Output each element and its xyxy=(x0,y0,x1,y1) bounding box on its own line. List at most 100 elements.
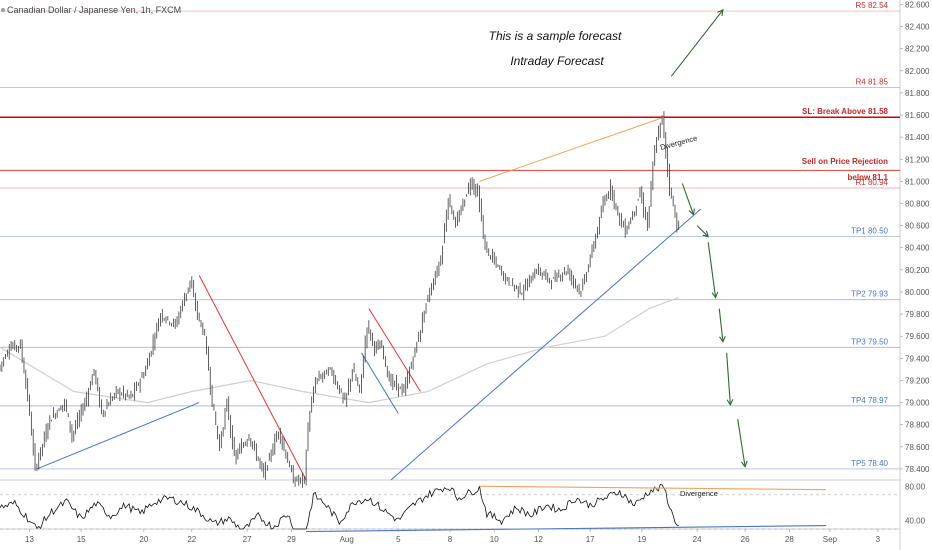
level-label-tp4: TP4 78.97 xyxy=(851,396,888,405)
price-tick-label: 78.400 xyxy=(905,465,930,474)
price-tick-label: 79.000 xyxy=(905,399,930,408)
forecast-arrow-shaft xyxy=(726,352,731,405)
forecast-arrow-shaft xyxy=(696,225,709,238)
price-tick-label: 81.200 xyxy=(905,155,930,164)
price-tick-label: 82.600 xyxy=(905,0,930,9)
forecast-arrow-1[interactable] xyxy=(681,183,695,216)
forecast-subtitle: Intraday Forecast xyxy=(510,54,604,68)
price-tick-label: 80.800 xyxy=(905,200,930,209)
level-lines xyxy=(0,10,900,470)
price-tick-label: 82.400 xyxy=(905,23,930,32)
price-pane xyxy=(0,0,900,480)
level-label-r1: R1 80.94 xyxy=(856,178,889,187)
time-axis[interactable]: 13 15 20 22 27 29 Aug 5 8 10 12 17 19 24 26 28 Sep 3 xyxy=(25,529,881,544)
time-tick-label: 22 xyxy=(187,535,196,544)
level-label-r5: R5 82.54 xyxy=(856,1,889,10)
forecast-arrows xyxy=(670,9,748,468)
time-tick-label: 15 xyxy=(77,535,86,544)
sell-note-line1: Sell on Price Rejection xyxy=(802,157,888,166)
price-tick-label: 78.600 xyxy=(905,443,930,452)
trendline-down-2[interactable] xyxy=(368,308,421,392)
forecast-title: This is a sample forecast xyxy=(489,29,622,43)
forecast-arrow-head-icon xyxy=(688,208,695,216)
trendline-up-0[interactable] xyxy=(36,402,200,470)
series-dot-icon xyxy=(1,8,5,12)
trendline-up-4[interactable] xyxy=(390,208,702,481)
trendline-divergence-5[interactable] xyxy=(479,116,665,182)
sell-note-line2: below 81.1 xyxy=(848,173,889,182)
price-tick-label: 80.600 xyxy=(905,222,930,231)
forecast-arrow-shaft xyxy=(737,419,746,467)
forecast-arrow-4[interactable] xyxy=(718,308,726,343)
price-tick-label: 82.000 xyxy=(905,67,930,76)
time-tick-label: Aug xyxy=(340,535,354,544)
time-tick-label: 10 xyxy=(490,535,499,544)
time-tick-label: 3 xyxy=(876,535,881,544)
price-tick-label: 80.200 xyxy=(905,266,930,275)
trendline-up-3[interactable] xyxy=(361,352,399,414)
time-tick-label: 20 xyxy=(139,535,148,544)
price-tick-label: 81.800 xyxy=(905,89,930,98)
forecast-arrow-5[interactable] xyxy=(726,352,734,406)
oscillator-line xyxy=(0,484,679,530)
price-tick-label: 79.800 xyxy=(905,310,930,319)
forecast-arrow-head-icon xyxy=(726,399,734,406)
forecast-arrow-head-icon xyxy=(702,230,710,238)
time-tick-label: 12 xyxy=(534,535,543,544)
time-tick-label: 13 xyxy=(25,535,34,544)
price-tick-label: 81.600 xyxy=(905,111,930,120)
time-tick-label: 26 xyxy=(741,535,750,544)
oscillator-pane xyxy=(0,482,900,529)
level-labels: R5 82.54 R4 81.85 SL: Break Above 81.58 R1 … xyxy=(802,1,889,468)
price-tick-label: 80.000 xyxy=(905,288,930,297)
divergence-label-oscillator: Divergence xyxy=(680,489,718,498)
price-tick-label: 81.000 xyxy=(905,177,930,186)
time-tick-label: 24 xyxy=(693,535,702,544)
forecast-arrow-6[interactable] xyxy=(737,419,748,468)
level-label-tp3: TP3 79.50 xyxy=(851,337,888,346)
forecast-arrow-shaft xyxy=(707,242,717,298)
price-tick-label: 79.400 xyxy=(905,354,930,363)
forecast-arrow-shaft xyxy=(718,308,724,342)
trendline-down-1[interactable] xyxy=(198,275,307,481)
oscillator-trendline-up[interactable] xyxy=(306,525,827,533)
price-tick-label: 79.200 xyxy=(905,376,930,385)
time-tick-label: 29 xyxy=(287,535,296,544)
level-label-r4: R4 81.85 xyxy=(856,77,889,86)
price-tick-label: 81.400 xyxy=(905,133,930,142)
oscillator-tick-label: 80.00 xyxy=(905,482,926,491)
forecast-arrow-shaft xyxy=(670,9,724,77)
trendlines xyxy=(36,116,702,481)
price-tick-label: 82.200 xyxy=(905,45,930,54)
moving-average-line xyxy=(0,296,679,404)
forecast-arrow-2[interactable] xyxy=(696,225,710,238)
forecast-arrow-head-icon xyxy=(719,335,726,343)
price-tick-label: 80.400 xyxy=(905,244,930,253)
forecast-arrow-shaft xyxy=(681,183,694,215)
oscillator-trendline-divergence[interactable] xyxy=(479,485,827,491)
level-label-sl: SL: Break Above 81.58 xyxy=(802,107,889,116)
symbol-title: Canadian Dollar / Japanese Yen, 1h, FXCM xyxy=(7,5,181,15)
price-tick-label: 79.600 xyxy=(905,332,930,341)
time-tick-label: 17 xyxy=(586,535,595,544)
level-label-tp2: TP2 79.93 xyxy=(851,290,888,299)
price-series xyxy=(0,111,680,488)
time-tick-label: 19 xyxy=(637,535,646,544)
oscillator-axis[interactable]: 80.00 40.00 xyxy=(905,482,926,525)
time-tick-label: Sep xyxy=(823,535,838,544)
level-label-tp5: TP5 78.40 xyxy=(851,459,888,468)
time-tick-label: 5 xyxy=(396,535,401,544)
forecast-arrow-3[interactable] xyxy=(707,242,719,299)
time-tick-label: 27 xyxy=(243,535,252,544)
level-label-tp1: TP1 80.50 xyxy=(851,227,888,236)
symbol-header[interactable]: Canadian Dollar / Japanese Yen, 1h, FXCM xyxy=(1,5,181,15)
price-tick-label: 78.800 xyxy=(905,421,930,430)
forecast-arrow-head-icon xyxy=(711,291,719,299)
price-axis[interactable]: 82.600 82.400 82.200 82.000 81.800 81.600 81.4… xyxy=(900,0,930,474)
forecast-arrow-head-icon xyxy=(717,9,724,16)
time-tick-label: 28 xyxy=(785,535,794,544)
forecast-arrow-head-icon xyxy=(740,460,748,468)
forecast-arrow-0[interactable] xyxy=(670,9,724,77)
